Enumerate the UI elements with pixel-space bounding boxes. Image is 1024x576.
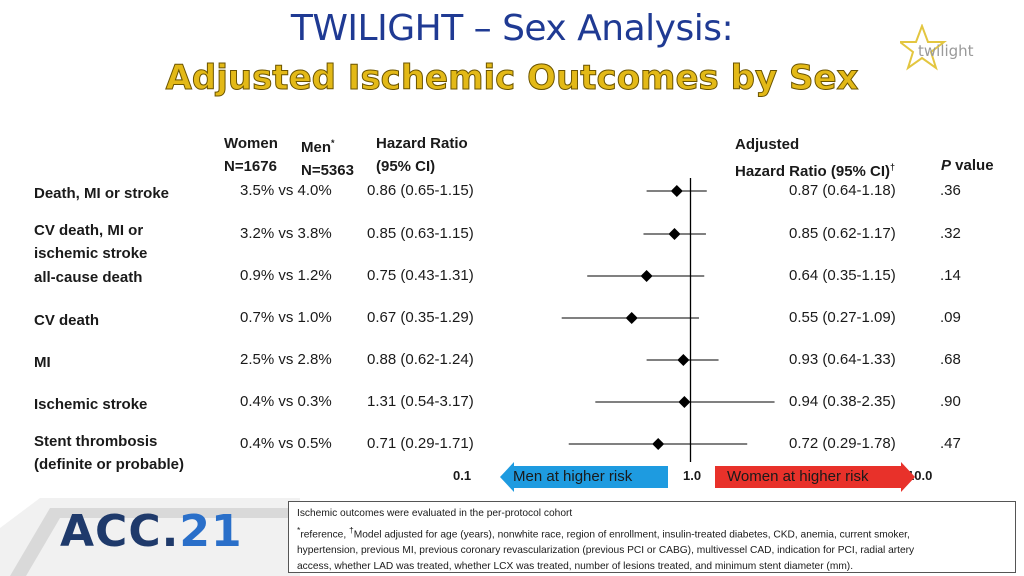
adjusted-hr: 0.55 (0.27-1.09) [789,309,896,326]
page-subtitle: Adjusted Ischemic Outcomes by Sex [165,58,859,99]
event-rates: 2.5% vs 2.8% [240,351,332,368]
footnote-line: *reference, †Model adjusted for age (yea… [297,525,910,541]
outcome-label: CV death, MI or ischemic stroke [34,222,148,262]
footnote-line: Ischemic outcomes were evaluated in the … [297,508,573,519]
unadjusted-hr: 0.75 (0.43-1.31) [367,267,474,284]
header-men: Men* N=5363 [301,138,354,179]
p-value: .36 [940,182,961,199]
footnote-line: access, whether LAD was treated, whether… [297,561,854,573]
header-women: Women N=1676 [224,135,278,175]
event-rates: 3.2% vs 3.8% [240,225,332,242]
p-value: .90 [940,393,961,410]
adjusted-hr: 0.87 (0.64-1.18) [789,182,896,199]
header-adjusted-hr: Adjusted Hazard Ratio (95% CI)† [735,136,896,180]
unadjusted-hr: 0.67 (0.35-1.29) [367,309,474,326]
p-value: .68 [940,351,961,368]
unadjusted-hr: 0.86 (0.65-1.15) [367,182,474,199]
outcome-label: Ischemic stroke [34,396,148,413]
event-rates: 0.7% vs 1.0% [240,309,332,326]
women-higher-risk-arrow [715,462,915,492]
acc-21-logo: ACC.21 [60,506,243,557]
point-estimate [670,185,683,197]
header-p-value: P value [941,157,994,174]
twilight-logo-text: twilight [918,42,974,60]
twilight-star-icon [900,24,947,71]
unadjusted-hr: 0.88 (0.62-1.24) [367,351,474,368]
adjusted-hr: 0.94 (0.38-2.35) [789,393,896,410]
point-estimate [640,270,653,282]
page-title: TWILIGHT – Sex Analysis: [290,8,734,49]
p-value: .14 [940,267,961,284]
women-higher-risk-label: Women at higher risk [727,468,869,485]
unadjusted-hr: 1.31 (0.54-3.17) [367,393,474,410]
adjusted-hr: 0.85 (0.62-1.17) [789,225,896,242]
adjusted-hr: 0.93 (0.64-1.33) [789,351,896,368]
footnote-line: hypertension, previous MI, previous coro… [297,545,915,557]
men-higher-risk-label: Men at higher risk [513,468,633,485]
point-estimate [625,312,638,324]
point-estimate [652,438,665,450]
x-tick-label: 0.1 [453,468,472,483]
x-tick-label: 1.0 [683,468,702,483]
event-rates: 3.5% vs 4.0% [240,182,332,199]
event-rates: 0.4% vs 0.5% [240,435,332,452]
adjusted-hr: 0.64 (0.35-1.15) [789,267,896,284]
p-value: .32 [940,225,961,242]
men-higher-risk-arrow [500,462,668,492]
p-value: .09 [940,309,961,326]
outcome-label: Stent thrombosis (definite or probable) [34,433,184,473]
acc-logo-background [0,498,300,576]
point-estimate [678,396,691,408]
point-estimate [668,228,681,240]
unadjusted-hr: 0.85 (0.63-1.15) [367,225,474,242]
p-value: .47 [940,435,961,452]
x-tick-label: 10.0 [907,468,933,483]
footnote-box: Ischemic outcomes were evaluated in the … [288,501,1016,573]
unadjusted-hr: 0.71 (0.29-1.71) [367,435,474,452]
adjusted-hr: 0.72 (0.29-1.78) [789,435,896,452]
outcome-label: all-cause death [34,269,143,286]
outcome-label: CV death [34,312,100,329]
event-rates: 0.9% vs 1.2% [240,267,332,284]
event-rates: 0.4% vs 0.3% [240,393,332,410]
point-estimate [677,354,690,366]
header-hazard-ratio: Hazard Ratio (95% CI) [376,135,468,175]
outcome-label: Death, MI or stroke [34,185,170,202]
outcome-label: MI [34,354,51,371]
